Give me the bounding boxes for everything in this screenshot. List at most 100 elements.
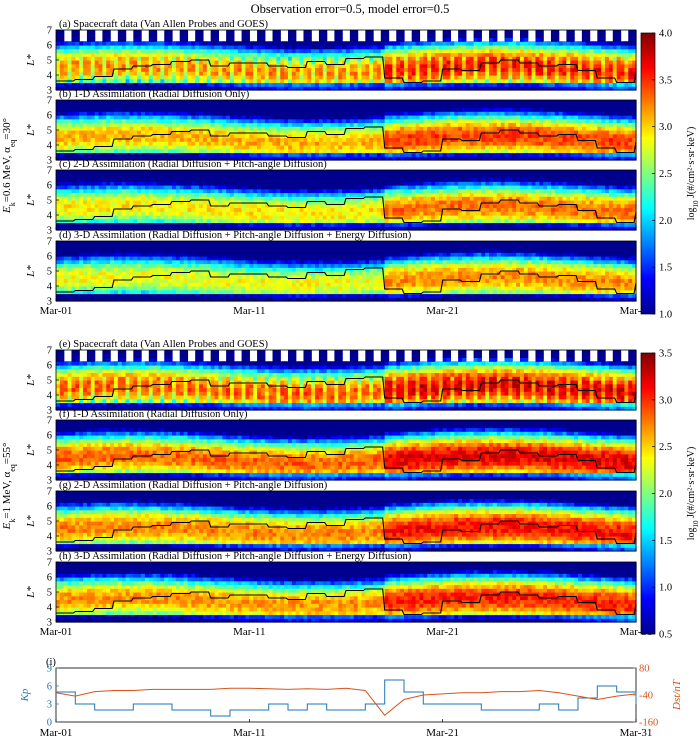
heatmap-cell [210,130,216,135]
heatmap-cell [311,86,316,91]
heatmap-cell [334,60,339,65]
heatmap-cell [535,148,540,154]
heatmap-cell [589,82,595,87]
heatmap-cell [295,60,301,65]
heatmap-cell [121,185,127,190]
heatmap-cell [63,100,69,105]
heatmap-cell [175,141,181,146]
heatmap-cell [307,86,312,91]
heatmap-cell [90,188,96,194]
heatmap-cell [71,111,76,116]
heatmap-cell [458,56,463,61]
heatmap-cell [442,48,448,54]
heatmap-cell [438,45,444,50]
heatmap-cell [605,148,610,154]
heatmap-cell [578,107,583,112]
heatmap-cell [148,33,154,39]
heatmap-cell [547,56,552,61]
heatmap-cell [438,67,444,72]
heatmap-cell [481,133,486,139]
heatmap-cell [574,82,579,87]
heatmap-cell [67,188,73,194]
heatmap-cell [527,67,533,72]
heatmap-cell [404,111,409,116]
heatmap-cell [98,86,103,91]
heatmap-cell [291,145,297,150]
heatmap-cell [330,60,335,65]
heatmap-cell [172,41,177,46]
heatmap-cell [179,148,185,154]
heatmap-cell [608,133,614,139]
heatmap-cell [98,152,103,157]
heatmap-cell [86,222,92,227]
heatmap-cell [121,107,127,112]
heatmap-cell [605,122,610,127]
heatmap-cell [253,111,258,116]
heatmap-cell [605,48,610,54]
heatmap-cell [102,137,107,142]
heatmap-cell [233,60,239,65]
heatmap-cell [415,133,421,139]
heatmap-cell [260,100,266,105]
heatmap-cell [137,130,142,135]
heatmap-cell [334,56,339,61]
heatmap-cell [102,130,107,135]
heatmap-cell [114,48,119,54]
heatmap-cell [504,71,509,76]
heatmap-cell [199,122,204,127]
heatmap-cell [117,122,123,127]
heatmap-cell [110,170,115,175]
heatmap-cell [566,33,571,39]
heatmap-cell [67,170,73,175]
heatmap-cell [450,118,455,124]
heatmap-cell [179,86,185,91]
heatmap-cell [125,100,131,105]
heatmap-cell [86,78,92,84]
heatmap-cell [230,86,235,91]
heatmap-cell [473,111,479,116]
heatmap-cell [79,63,84,69]
heatmap-cell [129,130,134,135]
heatmap-cell [632,111,637,116]
heatmap-cell [56,115,61,120]
heatmap-cell [295,111,301,116]
heatmap-cell [330,71,335,76]
heatmap-cell [249,115,254,120]
heatmap-cell [442,130,448,135]
heatmap-cell [195,107,200,112]
heatmap-cell [419,137,424,142]
heatmap-cell [423,60,428,65]
heatmap-cell [597,156,602,161]
heatmap-cell [199,118,204,124]
heatmap-cell [214,78,219,84]
heatmap-cell [504,103,509,109]
heatmap-cell [245,145,250,150]
heatmap-cell [566,67,571,72]
heatmap-cell [578,100,583,105]
heatmap-cell [550,118,556,124]
heatmap-cell [369,100,374,105]
heatmap-cell [454,133,459,139]
heatmap-cell [237,82,243,87]
heatmap-cell [601,52,606,57]
heatmap-cell [191,145,196,150]
heatmap-cell [195,56,200,61]
heatmap-cell [628,133,633,139]
heatmap-cell [597,141,602,146]
heatmap-cell [566,45,571,50]
heatmap-cell [141,107,146,112]
heatmap-cell [574,41,579,46]
heatmap-cell [253,137,258,142]
heatmap-cell [481,111,486,116]
heatmap-cell [276,52,281,57]
heatmap-cell [516,145,521,150]
heatmap-cell [543,118,548,124]
heatmap-cell [195,86,200,91]
heatmap-cell [353,107,359,112]
heatmap-cell [322,86,328,91]
heatmap-cell [144,145,150,150]
heatmap-cell [160,107,165,112]
heatmap-cell [117,67,123,72]
heatmap-cell [121,56,127,61]
heatmap-cell [516,118,521,124]
